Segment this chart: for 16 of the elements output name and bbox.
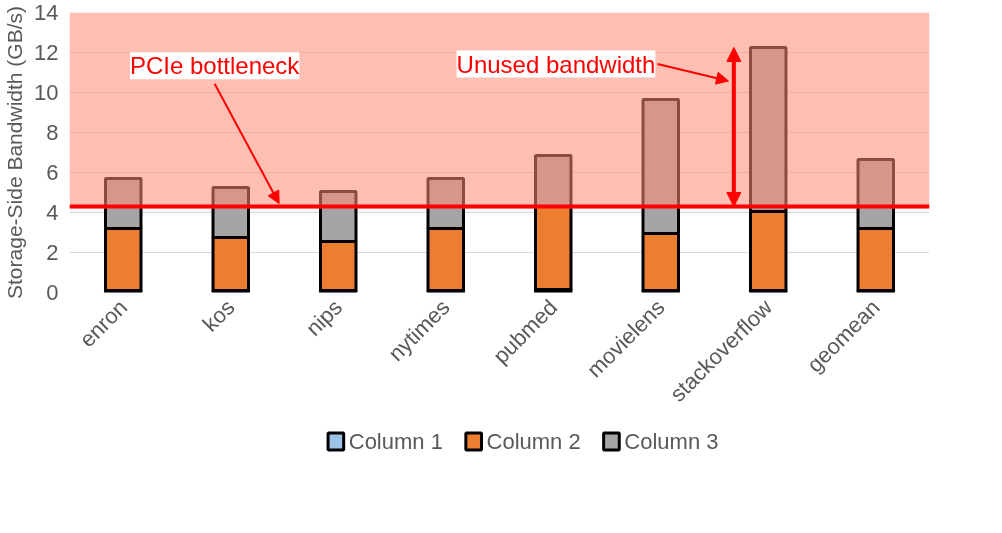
y-tick-label: 6 <box>46 160 59 185</box>
legend-label: Column 2 <box>486 429 581 454</box>
annotation: Unused bandwidth <box>456 50 656 78</box>
y-tick-label: 8 <box>46 120 59 145</box>
y-tick-label: 4 <box>46 200 59 225</box>
legend-label: Column 1 <box>348 429 443 454</box>
y-tick-label: 12 <box>34 40 59 65</box>
x-tick-label: kos <box>197 294 240 337</box>
y-tick-label: 2 <box>46 240 59 265</box>
y-axis-title: Storage-Side Bandwidth (GB/s) <box>3 6 27 299</box>
ref-line-label: PCIe bottleneck <box>129 52 301 80</box>
y-tick-label: 14 <box>34 0 59 25</box>
legend-label: Column 3 <box>624 429 719 454</box>
y-tick-label: 10 <box>34 80 59 105</box>
y-tick-label: 0 <box>46 280 59 305</box>
x-tick-label: nips <box>300 294 348 341</box>
